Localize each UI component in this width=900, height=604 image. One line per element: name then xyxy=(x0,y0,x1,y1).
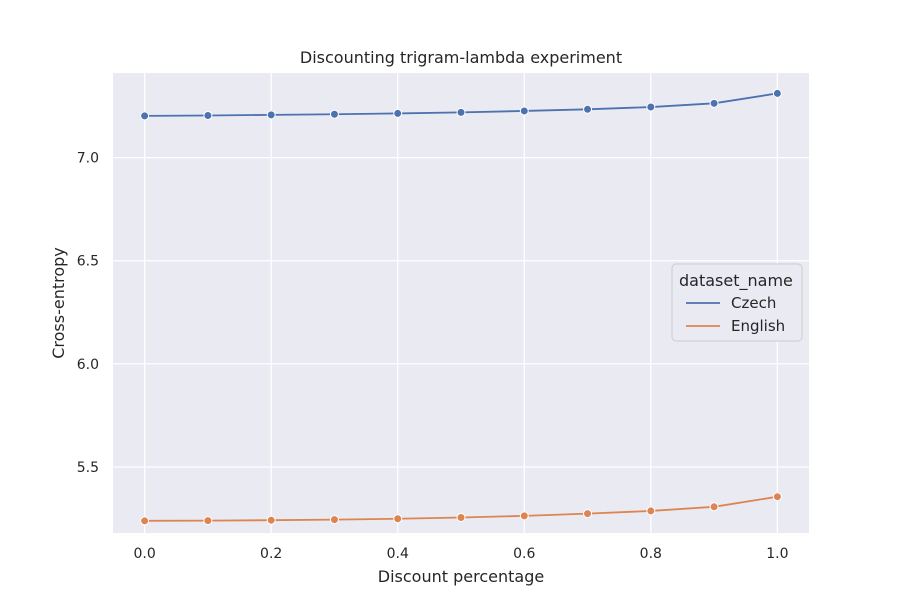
x-tick-label: 0.0 xyxy=(134,546,156,562)
x-tick-label: 0.6 xyxy=(513,546,535,562)
data-point-english xyxy=(203,516,213,526)
legend-box xyxy=(671,263,803,342)
x-axis-title: Discount percentage xyxy=(378,567,544,586)
y-tick-label: 7.0 xyxy=(77,151,99,167)
data-point-english xyxy=(393,514,403,524)
series-layer xyxy=(140,88,782,526)
data-point-english xyxy=(266,515,276,525)
data-point-english xyxy=(140,516,150,526)
y-tick-label: 6.5 xyxy=(77,254,99,270)
data-point-czech xyxy=(646,102,656,112)
data-point-english xyxy=(456,513,466,523)
data-point-czech xyxy=(772,88,782,98)
data-point-czech xyxy=(393,108,403,118)
data-point-czech xyxy=(456,107,466,117)
x-tick-label: 0.4 xyxy=(387,546,409,562)
data-point-czech xyxy=(329,109,339,119)
data-point-czech xyxy=(519,106,529,116)
data-point-czech xyxy=(203,110,213,120)
legend-label-czech: Czech xyxy=(731,294,776,312)
data-point-english xyxy=(583,509,593,519)
legend-title: dataset_name xyxy=(679,271,793,291)
series-czech xyxy=(140,88,782,121)
legend: dataset_name Czech English xyxy=(671,263,803,342)
data-point-english xyxy=(709,502,719,512)
data-point-english xyxy=(772,492,782,502)
data-point-czech xyxy=(709,98,719,108)
data-point-czech xyxy=(140,111,150,121)
data-point-czech xyxy=(266,110,276,120)
series-english xyxy=(140,492,782,526)
y-tick-label: 6.0 xyxy=(77,357,99,373)
x-tick-label: 0.8 xyxy=(640,546,662,562)
tick-labels: 0.0 0.2 0.4 0.6 0.8 1.0 5.5 6.0 6.5 7.0 xyxy=(77,151,789,562)
chart-title: Discounting trigram-lambda experiment xyxy=(300,48,622,67)
legend-label-english: English xyxy=(731,317,785,335)
data-point-czech xyxy=(583,104,593,114)
y-axis-title: Cross-entropy xyxy=(49,247,68,359)
y-tick-label: 5.5 xyxy=(77,460,99,476)
x-tick-label: 0.2 xyxy=(260,546,282,562)
data-point-english xyxy=(646,506,656,516)
data-point-english xyxy=(329,515,339,525)
x-tick-label: 1.0 xyxy=(766,546,788,562)
data-point-english xyxy=(519,511,529,521)
